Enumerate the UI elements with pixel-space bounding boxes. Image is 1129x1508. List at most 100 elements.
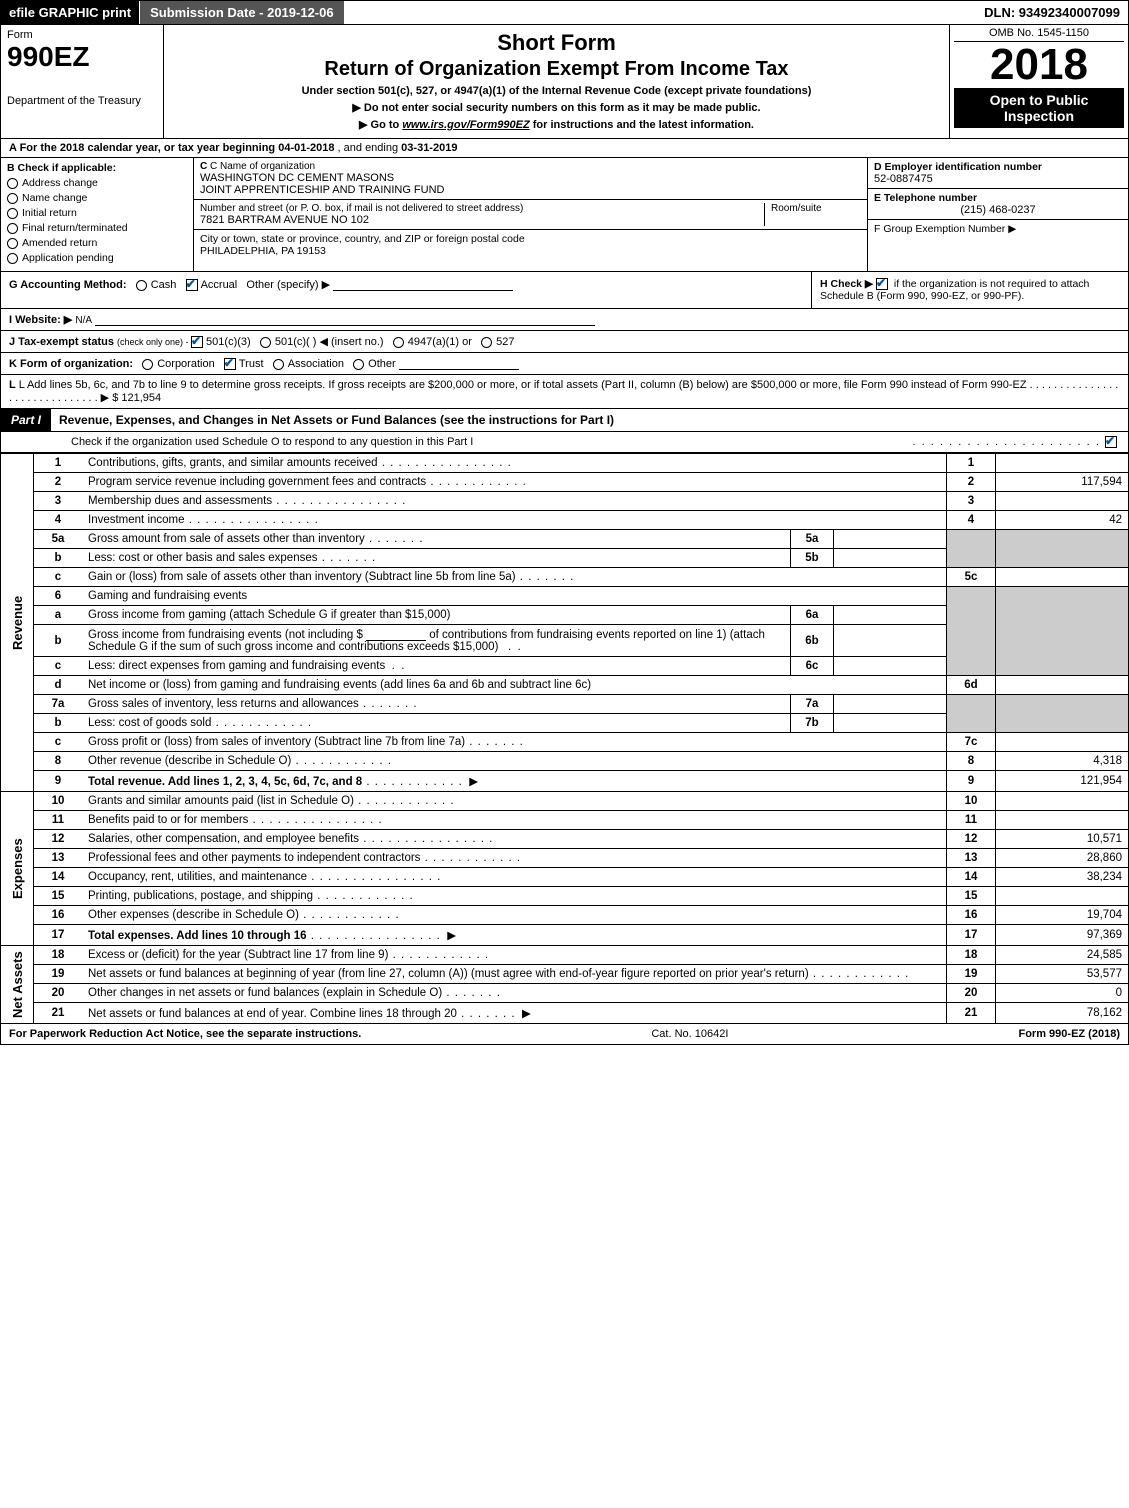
desc-text: Total expenses. Add lines 10 through 16 — [88, 930, 307, 942]
opt-final-return[interactable]: Final return/terminated — [7, 222, 187, 234]
header-left: Form 990EZ Department of the Treasury — [1, 25, 164, 138]
side-expenses: Expenses — [1, 792, 34, 946]
boxnum: 8 — [947, 752, 996, 771]
linenum: 11 — [34, 811, 83, 830]
linenum: c — [34, 657, 83, 676]
linenum: 9 — [34, 771, 83, 792]
line-2: 2 Program service revenue including gove… — [1, 473, 1129, 492]
desc-text: Total revenue. Add lines 1, 2, 3, 4, 5c,… — [88, 776, 362, 788]
desc: Total expenses. Add lines 10 through 16 … — [82, 925, 947, 946]
opt-amended-return[interactable]: Amended return — [7, 237, 187, 249]
line-3: 3 Membership dues and assessments 3 — [1, 492, 1129, 511]
opt-application-pending[interactable]: Application pending — [7, 252, 187, 264]
opt-initial-return[interactable]: Initial return — [7, 207, 187, 219]
radio-icon[interactable] — [260, 337, 271, 348]
radio-icon[interactable] — [142, 359, 153, 370]
side-net-assets: Net Assets — [1, 946, 34, 1024]
org-name-2: JOINT APPRENTICESHIP AND TRAINING FUND — [200, 184, 861, 196]
desc-text: Net assets or fund balances at end of ye… — [88, 1008, 457, 1020]
opt-label: Final return/terminated — [22, 222, 128, 234]
desc-text-1: Gross income from fundraising events (no… — [88, 629, 363, 641]
amount: 42 — [996, 511, 1129, 530]
opt-address-change[interactable]: Address change — [7, 177, 187, 189]
form-number: 990EZ — [7, 41, 157, 73]
desc: Other changes in net assets or fund bala… — [82, 984, 947, 1003]
radio-icon[interactable] — [353, 359, 364, 370]
line-7c: c Gross profit or (loss) from sales of i… — [1, 733, 1129, 752]
checkbox-501c3[interactable] — [191, 336, 203, 348]
efile-label[interactable]: efile GRAPHIC print — [1, 1, 139, 24]
desc-text: Professional fees and other payments to … — [88, 852, 420, 864]
sub-value — [834, 657, 947, 676]
checkbox-column-b: B Check if applicable: Address change Na… — [1, 158, 194, 271]
i-value: N/A — [75, 315, 92, 326]
dots-icon — [365, 533, 424, 545]
g-other-fill[interactable] — [333, 278, 513, 291]
phone-value: (215) 468-0237 — [874, 204, 1122, 216]
g-cash: Cash — [151, 279, 177, 291]
j-opt1: 501(c)(3) — [206, 336, 251, 348]
opt-label: Amended return — [22, 237, 97, 249]
checkbox-sched-o[interactable] — [1105, 436, 1117, 448]
linenum: 16 — [34, 906, 83, 925]
sub-label: 5a — [791, 530, 834, 549]
boxnum: 9 — [947, 771, 996, 792]
dots-icon — [211, 717, 312, 729]
dots-icon — [359, 698, 418, 710]
linenum: 19 — [34, 965, 83, 984]
inspect-line1: Open to Public — [956, 92, 1122, 108]
j-small: (check only one) - — [117, 337, 191, 347]
radio-icon[interactable] — [136, 280, 147, 291]
k-form-org-row: K Form of organization: Corporation Trus… — [0, 353, 1129, 375]
org-name-section: C C Name of organization WASHINGTON DC C… — [194, 158, 867, 200]
desc: Printing, publications, postage, and shi… — [82, 887, 947, 906]
linenum: 8 — [34, 752, 83, 771]
boxnum: 4 — [947, 511, 996, 530]
desc-text: Less: cost or other basis and sales expe… — [88, 552, 318, 564]
irs-link[interactable]: www.irs.gov/Form990EZ — [402, 119, 529, 131]
radio-icon[interactable] — [393, 337, 404, 348]
line-10: Expenses 10 Grants and similar amounts p… — [1, 792, 1129, 811]
desc: Net assets or fund balances at beginning… — [82, 965, 947, 984]
i-website-row: I Website: ▶ N/A — [0, 309, 1129, 331]
k-corp: Corporation — [157, 358, 214, 370]
desc-text: Printing, publications, postage, and shi… — [88, 890, 313, 902]
boxnum: 1 — [947, 454, 996, 473]
opt-name-change[interactable]: Name change — [7, 192, 187, 204]
c-label-text: C Name of organization — [210, 161, 315, 172]
radio-icon[interactable] — [481, 337, 492, 348]
checkbox-accrual[interactable] — [186, 279, 198, 291]
desc: Gross sales of inventory, less returns a… — [82, 695, 791, 714]
desc: Other expenses (describe in Schedule O) — [82, 906, 947, 925]
g-prefix: G Accounting Method: — [9, 279, 127, 291]
opt-label: Initial return — [22, 207, 77, 219]
gh-row: G Accounting Method: Cash Accrual Other … — [0, 272, 1129, 309]
radio-icon[interactable] — [273, 359, 284, 370]
dots-icon — [272, 495, 406, 507]
shaded-cell — [996, 695, 1129, 733]
page-footer: For Paperwork Reduction Act Notice, see … — [0, 1024, 1129, 1045]
shaded-cell — [947, 587, 996, 676]
sub-value — [834, 606, 947, 625]
linenum: 3 — [34, 492, 83, 511]
linenum: b — [34, 625, 83, 657]
sub-label: 7b — [791, 714, 834, 733]
k-prefix: K Form of organization: — [9, 358, 133, 370]
part1-table: Revenue 1 Contributions, gifts, grants, … — [0, 453, 1129, 1024]
sub-label: 6a — [791, 606, 834, 625]
checkbox-trust[interactable] — [224, 358, 236, 370]
period-begin: 04-01-2018 — [278, 142, 334, 154]
dots-icon — [426, 476, 527, 488]
desc-text: Other expenses (describe in Schedule O) — [88, 909, 299, 921]
desc-text: Other revenue (describe in Schedule O) — [88, 755, 291, 767]
line-17: 17 Total expenses. Add lines 10 through … — [1, 925, 1129, 946]
line-16: 16 Other expenses (describe in Schedule … — [1, 906, 1129, 925]
topbar-spacer — [345, 1, 977, 24]
line-8: 8 Other revenue (describe in Schedule O)… — [1, 752, 1129, 771]
desc-text: Other changes in net assets or fund bala… — [88, 987, 442, 999]
header-mid: Short Form Return of Organization Exempt… — [164, 25, 949, 138]
checkbox-h[interactable] — [876, 278, 888, 290]
desc: Membership dues and assessments — [82, 492, 947, 511]
desc-text: Less: cost of goods sold — [88, 717, 211, 729]
dots-icon — [516, 571, 575, 583]
